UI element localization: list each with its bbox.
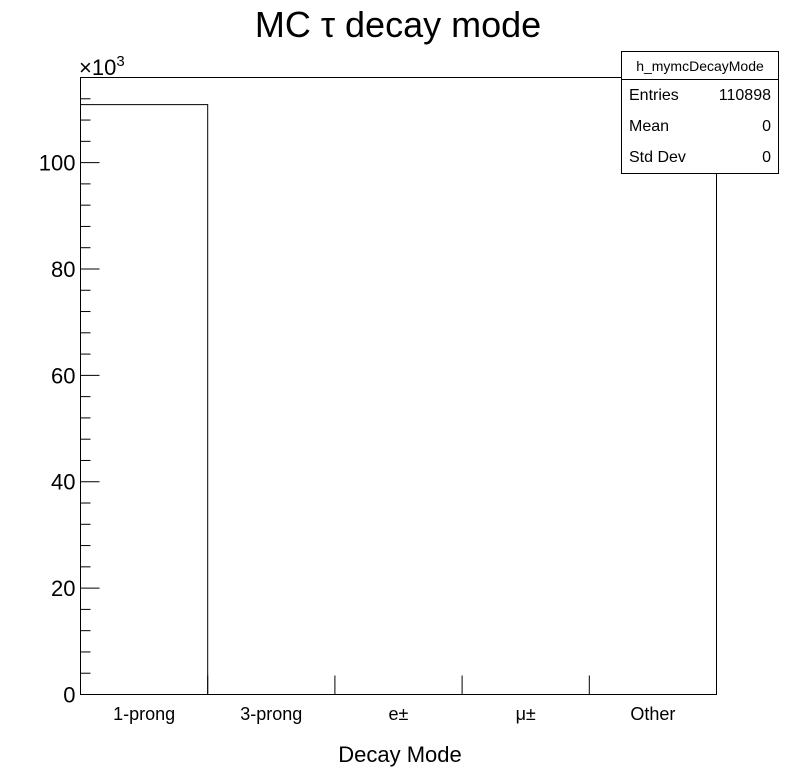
- x-axis-tick-labels: 1-prong 3-prong e± μ± Other: [113, 704, 675, 724]
- y-tick-label: 40: [51, 470, 75, 495]
- y-tick-label: 100: [39, 151, 76, 176]
- x-axis-label: Decay Mode: [338, 742, 462, 767]
- stats-row-mean: Mean 0: [622, 111, 778, 142]
- x-tick-label: 3-prong: [240, 704, 302, 724]
- x-tick-label: 1-prong: [113, 704, 175, 724]
- y-tick-label: 20: [51, 576, 75, 601]
- svg-text:×103: ×103: [79, 53, 125, 80]
- stats-row-entries: Entries 110898: [622, 80, 778, 111]
- y-axis-ticks: [80, 77, 100, 695]
- x-tick-label: Other: [630, 704, 675, 724]
- stats-box: h_mymcDecayMode Entries 110898 Mean 0 St…: [621, 51, 779, 174]
- y-tick-label: 80: [51, 257, 75, 282]
- histogram-bar: [80, 104, 209, 695]
- stats-row-std-dev: Std Dev 0: [622, 142, 778, 173]
- stats-box-title: h_mymcDecayMode: [622, 52, 778, 80]
- x-tick-label: e±: [389, 704, 409, 724]
- y-exponent-base: ×10: [79, 55, 116, 80]
- stats-label: Mean: [629, 118, 670, 135]
- histogram-bars: [80, 104, 717, 695]
- x-axis-ticks: [207, 675, 590, 695]
- y-exponent-label: ×103: [79, 53, 125, 80]
- stats-value: 0: [762, 149, 771, 166]
- y-exponent-power: 3: [116, 53, 124, 70]
- stats-label: Entries: [629, 87, 679, 104]
- x-tick-label: μ±: [516, 704, 536, 724]
- y-axis-tick-labels: 0 20 40 60 80 100: [39, 151, 76, 708]
- y-tick-label: 60: [51, 363, 75, 388]
- y-tick-label: 0: [63, 683, 75, 708]
- chart-title: MC τ decay mode: [255, 4, 541, 45]
- stats-value: 0: [762, 118, 771, 135]
- stats-label: Std Dev: [629, 149, 686, 166]
- stats-value: 110898: [718, 87, 771, 104]
